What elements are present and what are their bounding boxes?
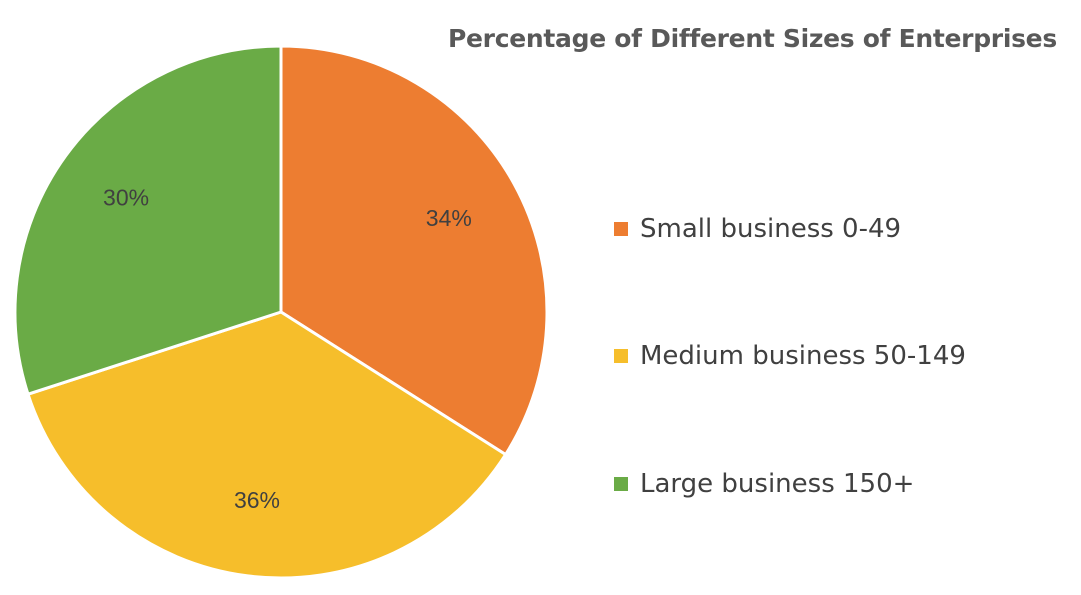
legend-swatch-large [614,477,628,491]
legend-label-large: Large business 150+ [640,469,915,499]
legend-item-medium: Medium business 50-149 [614,341,966,371]
data-label-large: 30% [103,185,149,211]
legend: Small business 0-49 Medium business 50-1… [614,0,1054,595]
legend-label-medium: Medium business 50-149 [640,341,966,371]
legend-item-large: Large business 150+ [614,469,914,499]
legend-item-small: Small business 0-49 [614,214,901,244]
data-label-medium: 36% [234,487,280,513]
chart-title: Percentage of Different Sizes of Enterpr… [448,24,1057,53]
pie-slice-small [279,44,549,457]
data-label-small: 34% [426,205,472,231]
pie-slice-medium [26,310,508,580]
legend-swatch-small [614,222,628,236]
pie-slice-large [13,44,283,397]
pie-chart: 34% 36% 30% [13,44,549,580]
legend-label-small: Small business 0-49 [640,214,902,244]
legend-swatch-medium [614,349,628,363]
